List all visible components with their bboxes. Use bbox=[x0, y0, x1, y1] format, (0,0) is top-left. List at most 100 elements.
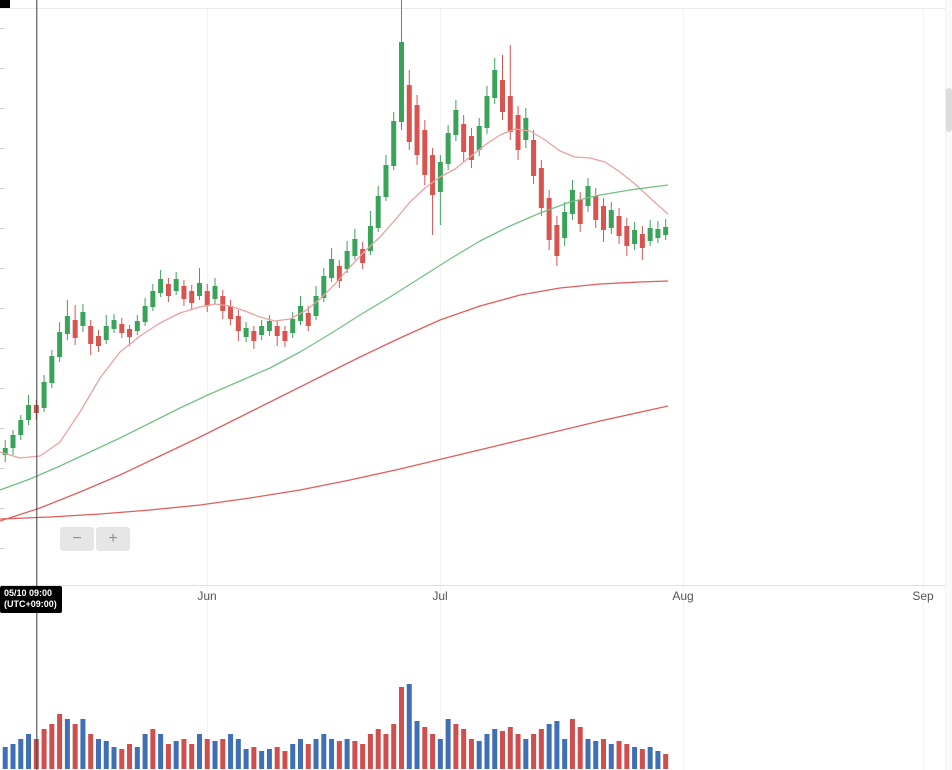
candle-body bbox=[266, 321, 272, 331]
candle-body bbox=[41, 382, 47, 408]
candle-body bbox=[313, 296, 319, 316]
candle-body bbox=[577, 200, 583, 224]
candle-body bbox=[468, 136, 474, 160]
volume-bar bbox=[655, 751, 661, 769]
volume-bar bbox=[49, 724, 55, 769]
volume-bar bbox=[608, 744, 614, 769]
candle-body bbox=[360, 249, 366, 263]
volume-bar bbox=[468, 739, 474, 769]
candle-body bbox=[515, 115, 521, 150]
candle-body bbox=[305, 313, 311, 326]
candle-body bbox=[2, 448, 8, 455]
candle-body bbox=[235, 316, 241, 331]
candle-body bbox=[80, 312, 86, 326]
candle-body bbox=[406, 85, 412, 142]
volume-bar bbox=[531, 734, 537, 769]
candle-body bbox=[632, 230, 638, 244]
scrollbar-thumb[interactable] bbox=[946, 88, 952, 132]
volume-bar bbox=[329, 739, 335, 769]
volume-bar bbox=[165, 744, 171, 769]
candle-body bbox=[321, 276, 327, 298]
candle-body bbox=[453, 110, 459, 135]
volume-bar bbox=[647, 747, 653, 769]
candle-body bbox=[290, 319, 296, 333]
volume-bar bbox=[569, 719, 575, 769]
candle-body bbox=[95, 336, 101, 346]
zoom-out-button[interactable]: − bbox=[60, 527, 94, 551]
candle-body bbox=[251, 331, 257, 341]
candle-body bbox=[554, 225, 560, 256]
scrollbar-track[interactable] bbox=[945, 0, 952, 770]
candle-body bbox=[127, 329, 133, 337]
candle-body bbox=[336, 266, 342, 281]
volume-bar bbox=[321, 734, 327, 769]
candle-body bbox=[344, 251, 350, 269]
candle-body bbox=[111, 320, 117, 329]
volume-bars bbox=[2, 684, 669, 769]
candle-body bbox=[663, 227, 669, 235]
volume-bar bbox=[212, 741, 218, 769]
volume-bar bbox=[196, 734, 202, 769]
candle-body bbox=[243, 328, 249, 337]
volume-bar bbox=[150, 729, 156, 769]
candle-body bbox=[173, 279, 179, 291]
volume-bar bbox=[95, 739, 101, 769]
candle-body bbox=[624, 226, 630, 246]
volume-bar bbox=[41, 729, 47, 769]
volume-bar bbox=[492, 729, 498, 769]
candle-body bbox=[49, 356, 55, 383]
volume-bar bbox=[251, 747, 257, 769]
candle-body bbox=[546, 198, 552, 240]
candle-body bbox=[220, 296, 226, 311]
volume-bar bbox=[64, 719, 70, 769]
candle-body bbox=[422, 130, 428, 175]
volume-bar bbox=[282, 751, 288, 769]
volume-bar bbox=[453, 724, 459, 769]
volume-bar bbox=[360, 744, 366, 769]
plus-icon: + bbox=[108, 530, 118, 547]
ma-mid-line bbox=[0, 184, 669, 491]
candle-body bbox=[484, 96, 490, 128]
volume-bar bbox=[18, 739, 24, 769]
candle-body bbox=[601, 206, 607, 230]
candle-body bbox=[639, 234, 645, 248]
volume-bar bbox=[228, 734, 234, 769]
candle-body bbox=[562, 212, 568, 238]
volume-bar bbox=[422, 727, 428, 769]
candle-body bbox=[274, 326, 280, 336]
candle-body bbox=[414, 105, 420, 155]
candle-body bbox=[134, 321, 140, 331]
volume-bar bbox=[305, 744, 311, 769]
volume-bar bbox=[243, 749, 249, 769]
volume-bar bbox=[235, 739, 241, 769]
volume-bar bbox=[181, 739, 187, 769]
candle-body bbox=[616, 216, 622, 236]
volume-bar bbox=[414, 721, 420, 769]
volume-bar bbox=[546, 724, 552, 769]
zoom-in-button[interactable]: + bbox=[96, 527, 130, 551]
candle-body bbox=[507, 96, 513, 132]
candle-body bbox=[18, 420, 24, 435]
volume-bar bbox=[515, 734, 521, 769]
crosshair-timezone: (UTC+09:00) bbox=[4, 599, 57, 609]
candle-body bbox=[329, 259, 335, 278]
volume-bar bbox=[601, 739, 607, 769]
volume-bar bbox=[632, 747, 638, 769]
volume-bar bbox=[313, 739, 319, 769]
candle-body bbox=[383, 165, 389, 197]
candle-body bbox=[523, 118, 529, 140]
volume-bar bbox=[26, 734, 32, 769]
candle-body bbox=[196, 283, 202, 296]
candle-body bbox=[26, 405, 32, 420]
candle-body bbox=[88, 326, 94, 344]
volume-bar bbox=[500, 731, 506, 769]
ma-slow-line bbox=[0, 280, 669, 522]
candle-body bbox=[608, 210, 614, 228]
candle-body bbox=[228, 306, 234, 319]
volume-bar bbox=[577, 727, 583, 769]
volume-bar bbox=[585, 739, 591, 769]
candle-body bbox=[461, 124, 467, 152]
volume-bar bbox=[484, 734, 490, 769]
volume-bar bbox=[173, 741, 179, 769]
